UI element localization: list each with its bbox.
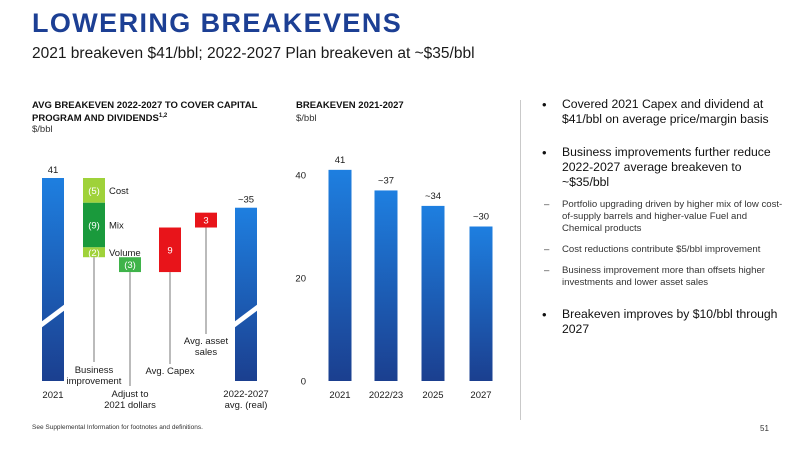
bullet-item: Business improvements further reduce 202… [538,145,788,190]
bar-chart-title: BREAKEVEN 2021-2027 [296,100,404,111]
waterfall-category-label: Avg. asset sales [184,336,229,358]
waterfall-category-label: Adjust to 2021 dollars [104,389,156,411]
sub-bullet-item: Portfolio upgrading driven by higher mix… [538,199,788,235]
bar-y-tick-label: 40 [295,171,306,182]
bar-value-label: 41 [335,155,346,166]
bar-value-label: ~30 [473,212,489,223]
bar-2021 [328,169,352,381]
bar-category-label: 2022/23 [369,390,403,401]
bar-category-label: 2027 [470,390,491,401]
page-title: LOWERING BREAKEVENS [32,8,403,38]
bar-unit-label: $/bbl [296,113,317,124]
waterfall-value-label: (2) [88,248,100,259]
waterfall-category-label: Avg. Capex [146,366,195,377]
waterfall-bar-plan-avg [235,207,257,381]
bar-2027 [469,226,493,381]
bullet-item: Breakeven improves by $10/bbl through 20… [538,307,788,337]
waterfall-component-label: Mix [109,221,124,232]
axis-break-mark [41,304,65,328]
bullet-item: Covered 2021 Capex and dividend at $41/b… [538,97,788,127]
waterfall-value-label: (3) [124,260,136,271]
waterfall-component-label: Volume [109,248,141,259]
waterfall-component-label: Cost [109,186,129,197]
waterfall-value-label: 9 [167,245,172,256]
sub-bullet-item: Cost reductions contribute $5/bbl improv… [538,244,788,256]
waterfall-bar-mix [83,202,105,248]
axis-break-mark [234,304,258,328]
waterfall-category-label: Business improvement [67,365,122,387]
waterfall-value-label: 41 [48,165,59,176]
waterfall-category-label: 2022-2027 avg. (real) [223,389,268,411]
footnote: See Supplemental Information for footnot… [32,424,203,431]
waterfall-chart-title: AVG BREAKEVEN 2022-2027 TO COVER CAPITAL… [32,100,258,125]
bar-2025 [421,205,445,381]
bar-y-tick-label: 0 [301,377,306,388]
bar-y-tick-label: 20 [295,274,306,285]
page-subtitle: 2021 breakeven $41/bbl; 2022-2027 Plan b… [32,45,475,62]
bullet-list: Covered 2021 Capex and dividend at $41/b… [538,97,788,355]
sub-bullet-item: Business improvement more than offsets h… [538,265,788,289]
bar-2022-23 [374,190,398,381]
waterfall-value-label: 3 [203,216,208,227]
waterfall-unit-label: $/bbl [32,124,53,135]
breakeven-bar-chart: 0 20 40 41 2021 ~37 2022/23 ~34 2025 ~30 2027 [295,155,493,401]
column-divider [520,100,521,420]
sub-bullet-list: Portfolio upgrading driven by higher mix… [538,199,788,289]
waterfall-bar-2021 [42,178,64,381]
bar-value-label: ~37 [378,175,394,186]
bar-category-label: 2021 [329,390,350,401]
bar-value-label: ~34 [425,191,441,202]
waterfall-chart: 41 2021 (5) Cost (9) Mix (2) Volume Business impr… [41,165,269,411]
waterfall-bar-cost [83,178,105,203]
waterfall-category-label: 2021 [42,390,63,401]
waterfall-value-label: (9) [88,221,100,232]
waterfall-bar-adjust [119,257,141,273]
waterfall-bar-asset-sales [195,212,217,228]
bar-category-label: 2025 [422,390,443,401]
waterfall-bar-capex [159,227,181,273]
waterfall-bar-volume [83,247,105,258]
waterfall-value-label: (5) [88,186,100,197]
page-number: 51 [760,424,769,433]
waterfall-value-label: ~35 [238,195,254,206]
